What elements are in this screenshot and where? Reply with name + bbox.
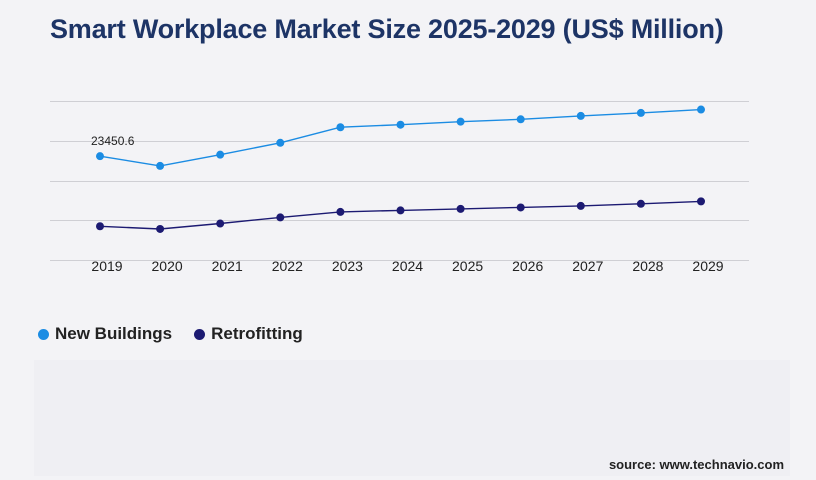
legend-label-retrofitting: Retrofitting bbox=[211, 324, 303, 343]
point-s1-2022 bbox=[276, 213, 285, 222]
x-tick-2021: 2021 bbox=[212, 258, 243, 274]
x-tick-2024: 2024 bbox=[392, 258, 423, 274]
point-s1-2020 bbox=[156, 224, 165, 233]
x-tick-2019: 2019 bbox=[91, 258, 122, 274]
point-s0-2021 bbox=[216, 150, 225, 159]
x-tick-2027: 2027 bbox=[572, 258, 603, 274]
point-s0-2023 bbox=[336, 123, 345, 132]
x-axis-ticks: 2019 2020 2021 2022 2023 2024 2025 2026 2027 2028… bbox=[91, 258, 723, 274]
point-s0-2026 bbox=[516, 115, 525, 124]
data-labels: 23450.6 bbox=[91, 134, 135, 148]
x-tick-2026: 2026 bbox=[512, 258, 543, 274]
point-s1-2028 bbox=[636, 199, 645, 208]
point-s1-2027 bbox=[576, 201, 585, 210]
point-s0-2029 bbox=[697, 105, 705, 114]
point-s1-2021 bbox=[216, 219, 225, 228]
gridlines bbox=[50, 101, 749, 261]
legend-marker-new-buildings bbox=[38, 328, 49, 340]
point-s0-2025 bbox=[456, 117, 465, 126]
x-tick-2028: 2028 bbox=[632, 258, 663, 274]
x-tick-2022: 2022 bbox=[272, 258, 303, 274]
data-label-0: 23450.6 bbox=[91, 134, 135, 148]
point-s0-2028 bbox=[636, 108, 645, 117]
point-s0-2024 bbox=[396, 120, 405, 129]
point-s0-2027 bbox=[576, 111, 585, 120]
x-tick-2020: 2020 bbox=[152, 258, 183, 274]
series-line-1 bbox=[99, 200, 702, 230]
point-s0-2019 bbox=[96, 152, 104, 161]
point-s1-2026 bbox=[516, 203, 525, 212]
x-tick-2023: 2023 bbox=[332, 258, 363, 274]
legend-label-new-buildings: New Buildings bbox=[55, 324, 173, 343]
point-s1-2025 bbox=[456, 204, 465, 213]
x-tick-2025: 2025 bbox=[452, 258, 483, 274]
series-line-0 bbox=[99, 108, 702, 167]
source-note: source: www.technavio.com bbox=[608, 457, 784, 472]
series-points bbox=[96, 105, 705, 233]
point-s1-2019 bbox=[96, 222, 104, 231]
point-s1-2023 bbox=[336, 207, 345, 216]
x-tick-2029: 2029 bbox=[692, 258, 723, 274]
lower-panel bbox=[34, 360, 790, 476]
legend-item-new-buildings[interactable]: New Buildings bbox=[38, 324, 172, 344]
legend-marker-retrofitting bbox=[194, 328, 206, 340]
point-s1-2029 bbox=[697, 197, 705, 206]
legend-item-retrofitting[interactable]: Retrofitting bbox=[194, 324, 303, 344]
line-chart: 23450.6 2019 2020 2021 2022 2023 2024 2025 2026… bbox=[50, 101, 749, 274]
point-s0-2022 bbox=[276, 138, 285, 147]
chart-title: Smart Workplace Market Size 2025-2029 (U… bbox=[50, 14, 724, 44]
point-s1-2024 bbox=[396, 206, 405, 215]
legend: New Buildings Retrofitting bbox=[38, 324, 325, 344]
point-s0-2020 bbox=[156, 161, 165, 170]
